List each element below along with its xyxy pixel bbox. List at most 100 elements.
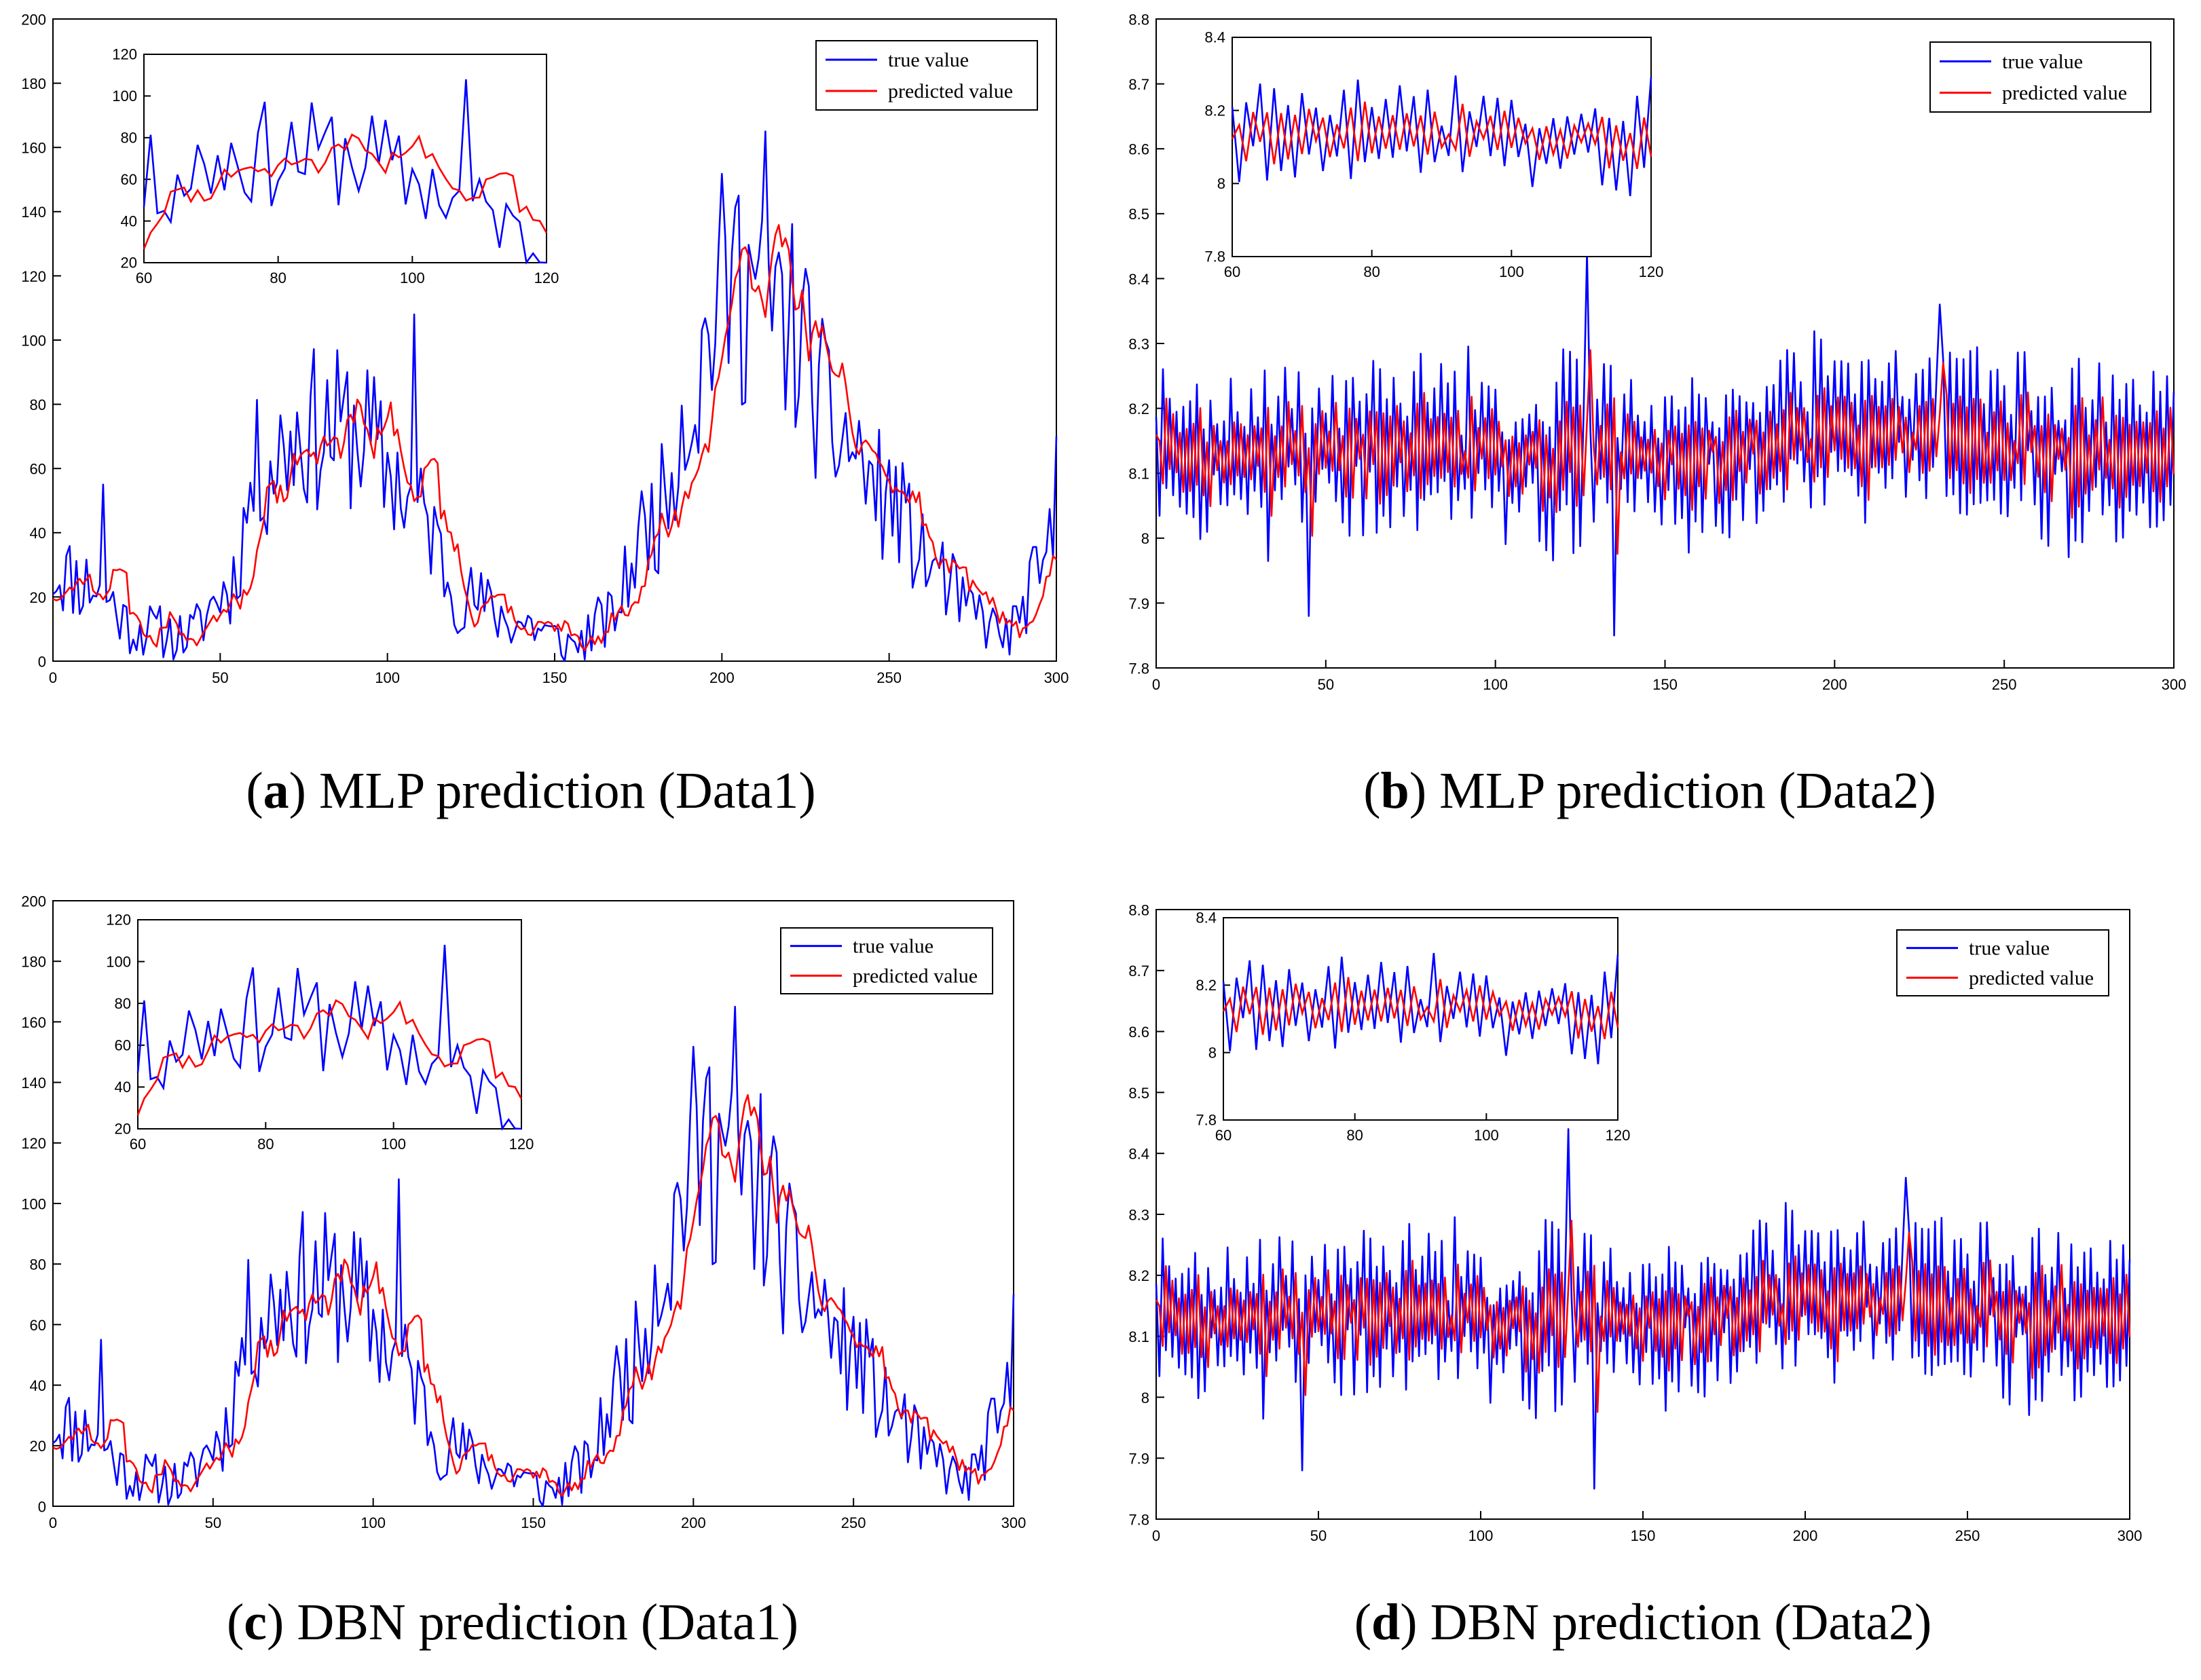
caption-text: MLP prediction (Data1) bbox=[319, 762, 816, 819]
series-predicted-line bbox=[1155, 349, 2175, 555]
caption-close-paren: ) bbox=[1400, 1594, 1430, 1651]
main-c-y-tick-label: 180 bbox=[21, 954, 46, 971]
main-c-y-tick-label: 120 bbox=[21, 1135, 46, 1152]
caption-letter: a bbox=[263, 762, 289, 819]
caption-letter: c bbox=[244, 1594, 267, 1651]
inset-c-y-tick-label: 60 bbox=[115, 1037, 131, 1054]
inset-b-x-tick-label: 80 bbox=[1363, 263, 1380, 280]
inset-c-x-tick-label: 100 bbox=[381, 1136, 406, 1153]
main-a-x-tick-label: 250 bbox=[876, 669, 902, 686]
inset-a-y-tick-label: 40 bbox=[121, 212, 137, 229]
caption-letter: d bbox=[1371, 1594, 1400, 1651]
main-d-y-tick-label: 8.1 bbox=[1128, 1328, 1149, 1345]
inset-c-x-tick-label: 60 bbox=[130, 1136, 146, 1153]
main-c-y-tick-label: 40 bbox=[30, 1377, 46, 1394]
inset-a-y-tick-label: 120 bbox=[112, 46, 137, 63]
main-d-y-tick-label: 8.3 bbox=[1128, 1206, 1149, 1223]
inset-b-y-tick-label: 7.8 bbox=[1204, 248, 1225, 265]
caption-close-paren: ) bbox=[267, 1594, 297, 1651]
inset-true-line bbox=[1222, 952, 1619, 1064]
inset-c-y-tick-label: 80 bbox=[115, 995, 131, 1012]
series-true-line bbox=[52, 130, 1058, 662]
inset-c-y-tick-label: 120 bbox=[106, 912, 131, 929]
main-c-y-tick-label: 80 bbox=[30, 1256, 46, 1273]
inset-d-x-tick-label: 80 bbox=[1346, 1127, 1363, 1144]
main-b-y-tick-label: 8.2 bbox=[1128, 400, 1149, 417]
main-a-x-tick-label: 300 bbox=[1044, 669, 1069, 686]
main-c-y-tick-label: 0 bbox=[38, 1498, 46, 1515]
main-a-y-tick-label: 40 bbox=[30, 525, 46, 542]
chart-d: 0 50 100 150 200 250 300 7.8 7.9 8 8.1 8.2 8.3 8.4 8.5… bbox=[1128, 901, 2142, 1651]
inset-d-x-tick-label: 60 bbox=[1215, 1127, 1232, 1144]
chart-c: 0 50 100 150 200 250 300 0 20 40 60 80 100 120 140 160 1… bbox=[21, 893, 1026, 1651]
main-d-x-tick-label: 250 bbox=[1955, 1527, 1980, 1544]
inset-a-y-tick-label: 20 bbox=[121, 255, 137, 272]
main-c-y-tick-label: 20 bbox=[30, 1438, 46, 1455]
legend-box bbox=[780, 927, 993, 994]
main-a-x-tick-label: 50 bbox=[212, 669, 228, 686]
inset-b-y-tick-label: 8.2 bbox=[1204, 102, 1225, 119]
caption-open-paren: ( bbox=[1363, 762, 1380, 819]
main-a-x-tick-label: 200 bbox=[709, 669, 735, 686]
main-b-y-tick-label: 8.1 bbox=[1128, 466, 1149, 483]
main-b-x-tick-label: 50 bbox=[1318, 676, 1334, 693]
main-b-y-tick-label: 8.8 bbox=[1128, 11, 1149, 28]
main-b-y-tick-label: 8.5 bbox=[1128, 206, 1149, 223]
main-c-y-tick-label: 140 bbox=[21, 1075, 46, 1091]
inset-c-y-tick-label: 40 bbox=[115, 1079, 131, 1096]
inset-c-frame bbox=[137, 919, 522, 1130]
caption-b: (b) MLP prediction (Data2) bbox=[1363, 762, 1936, 819]
main-b-y-tick-label: 8.3 bbox=[1128, 335, 1149, 352]
inset-a-y-tick-label: 80 bbox=[121, 130, 137, 147]
caption-text: DBN prediction (Data2) bbox=[1430, 1594, 1932, 1651]
main-b-x-tick-label: 250 bbox=[1992, 676, 2017, 693]
chart-a: 0 50 100 150 200 250 300 0 20 40 60 80 100 120 140 160 1… bbox=[21, 11, 1069, 819]
main-a-y-tick-label: 60 bbox=[30, 461, 46, 478]
inset-a-x-tick-label: 60 bbox=[136, 269, 152, 286]
legend-true-label: true value bbox=[888, 49, 969, 71]
inset-true-line bbox=[1231, 75, 1652, 197]
main-d-y-tick-label: 8.6 bbox=[1128, 1024, 1149, 1041]
main-b-x-tick-label: 0 bbox=[1152, 676, 1160, 693]
inset-c-y-tick-label: 100 bbox=[106, 953, 131, 970]
main-d-x-tick-label: 0 bbox=[1152, 1527, 1160, 1544]
inset-b-x-tick-label: 60 bbox=[1224, 263, 1240, 280]
main-a-x-tick-label: 150 bbox=[542, 669, 568, 686]
main-d-x-tick-label: 50 bbox=[1310, 1527, 1327, 1544]
main-d-y-tick-label: 8 bbox=[1141, 1389, 1149, 1406]
main-a-y-tick-label: 140 bbox=[21, 204, 46, 221]
inset-d-y-tick-label: 8 bbox=[1208, 1044, 1217, 1061]
main-a-y-tick-label: 20 bbox=[30, 589, 46, 606]
main-a-y-tick-label: 0 bbox=[38, 653, 46, 670]
main-c-x-tick-label: 100 bbox=[360, 1514, 386, 1531]
caption-close-paren: ) bbox=[1409, 762, 1439, 819]
legend-predicted-label: predicted value bbox=[2002, 82, 2127, 105]
main-d-x-tick-label: 100 bbox=[1468, 1527, 1494, 1544]
inset-b-y-tick-label: 8.4 bbox=[1204, 29, 1225, 46]
main-b-x-tick-label: 200 bbox=[1822, 676, 1847, 693]
chart-b: 0 50 100 150 200 250 300 7.8 7.9 8 8.1 8.2 8.3 8.4 8.5… bbox=[1128, 11, 2186, 819]
main-c-x-tick-label: 0 bbox=[49, 1514, 57, 1531]
main-c-x-tick-label: 200 bbox=[681, 1514, 706, 1531]
inset-true-line bbox=[136, 944, 522, 1131]
main-b-y-tick-label: 8 bbox=[1141, 530, 1149, 547]
main-b-y-tick-label: 7.9 bbox=[1128, 595, 1149, 612]
inset-c-x-tick-label: 120 bbox=[509, 1136, 534, 1153]
caption-d: (d) DBN prediction (Data2) bbox=[1354, 1594, 1932, 1651]
inset-a-y-tick-label: 60 bbox=[121, 171, 137, 188]
inset-a-x-tick-label: 80 bbox=[270, 269, 286, 286]
series-true-line bbox=[1155, 251, 2175, 637]
series-true-line bbox=[52, 1005, 1015, 1508]
main-b-y-tick-label: 8.6 bbox=[1128, 141, 1149, 158]
legend-true-label: true value bbox=[1969, 937, 2050, 960]
inset-d-y-tick-label: 8.4 bbox=[1196, 910, 1217, 927]
main-d-y-tick-label: 8.5 bbox=[1128, 1085, 1149, 1102]
inset-b-y-tick-label: 8 bbox=[1217, 175, 1225, 192]
main-b-y-tick-label: 8.4 bbox=[1128, 271, 1149, 288]
main-c-y-tick-label: 60 bbox=[30, 1317, 46, 1334]
main-b-x-tick-label: 300 bbox=[2162, 676, 2187, 693]
legend-box bbox=[1929, 41, 2151, 113]
main-d-x-tick-label: 300 bbox=[2117, 1527, 2143, 1544]
legend-predicted-label: predicted value bbox=[888, 80, 1013, 102]
caption-c: (c) DBN prediction (Data1) bbox=[227, 1594, 798, 1651]
